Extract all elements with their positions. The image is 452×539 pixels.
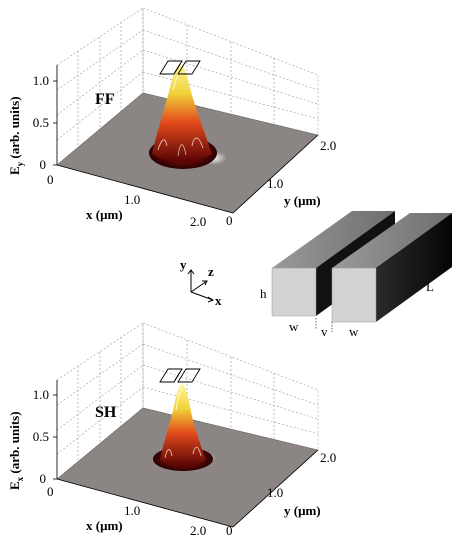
sh-waveguide-outline <box>159 368 201 383</box>
left-bar-front <box>271 267 317 317</box>
right-bar-front <box>331 267 377 323</box>
sh-x-tick-1: 1.0 <box>124 503 140 518</box>
ff-x-tick-0: 0 <box>47 172 54 187</box>
sh-y-axis-label: y (μm) <box>284 503 321 518</box>
ff-z-axis-label: Ey (arb. units) <box>7 96 25 175</box>
waveguide-diagram: h w v w L <box>260 211 452 339</box>
dimension-lines <box>315 318 333 332</box>
ff-z-ticks: 0 0.5 1.0 <box>33 73 57 172</box>
sh-z-tick-2: 1.0 <box>33 387 49 402</box>
ff-x-ticks: 0 1.0 2.0 <box>47 172 206 229</box>
triad-x-label: x <box>215 293 222 308</box>
sh-z-axis-label: Ex (arb. units) <box>7 411 25 490</box>
plot-ff: 0 0.5 1.0 Ey (arb. units) 0 1.0 2.0 x (μ… <box>7 7 336 229</box>
axes-triad <box>187 269 215 303</box>
sh-z-ticks: 0 0.5 1.0 <box>33 387 57 486</box>
sh-x-tick-2: 2.0 <box>190 523 206 538</box>
ff-y-axis-label: y (μm) <box>284 193 321 208</box>
sh-z-tick-1: 0.5 <box>33 429 49 444</box>
ff-waveguide-outline <box>159 60 201 75</box>
right-bar-side <box>376 213 452 322</box>
sh-panel-label: SH <box>95 404 117 421</box>
ff-y-tick-0: 0 <box>226 213 233 228</box>
sh-field-peak <box>153 384 213 471</box>
dim-L-label: L <box>426 279 434 294</box>
dim-v-label: v <box>321 324 328 339</box>
ff-y-ticks: 0 1.0 2.0 <box>226 138 336 228</box>
sh-x-ticks: 0 1.0 2.0 <box>47 484 206 538</box>
ff-y-tick-2: 2.0 <box>320 138 336 153</box>
ff-x-tick-2: 2.0 <box>190 214 206 229</box>
triad-y-label: y <box>180 257 187 272</box>
left-bar-top <box>272 211 395 268</box>
plot-sh: 0 0.5 1.0 Ex (arb. units) 0 1.0 2.0 x (μ… <box>7 322 336 538</box>
ff-x-axis-label: x (μm) <box>86 207 123 222</box>
triad-z-label: z <box>208 264 214 279</box>
sh-x-tick-0: 0 <box>47 484 54 499</box>
ff-z-tick-0: 0 <box>40 157 47 172</box>
sh-y-tick-2: 2.0 <box>320 450 336 465</box>
sh-x-axis-label: x (μm) <box>86 518 123 533</box>
ff-z-tick-1: 0.5 <box>33 115 49 130</box>
dim-w-left-label: w <box>289 319 299 334</box>
ff-y-tick-1: 1.0 <box>267 176 283 191</box>
sh-y-tick-0: 0 <box>226 523 233 538</box>
sh-z-tick-0: 0 <box>40 471 47 486</box>
dim-h-label: h <box>260 286 267 301</box>
sh-y-ticks: 0 1.0 2.0 <box>226 450 336 538</box>
ff-x-tick-1: 1.0 <box>124 192 140 207</box>
right-bar-top <box>332 213 452 268</box>
dim-w-right-label: w <box>349 324 359 339</box>
ff-panel-label: FF <box>95 91 115 108</box>
ff-field-peak <box>149 64 217 169</box>
ff-z-tick-2: 1.0 <box>33 73 49 88</box>
sh-y-tick-1: 1.0 <box>267 485 283 500</box>
